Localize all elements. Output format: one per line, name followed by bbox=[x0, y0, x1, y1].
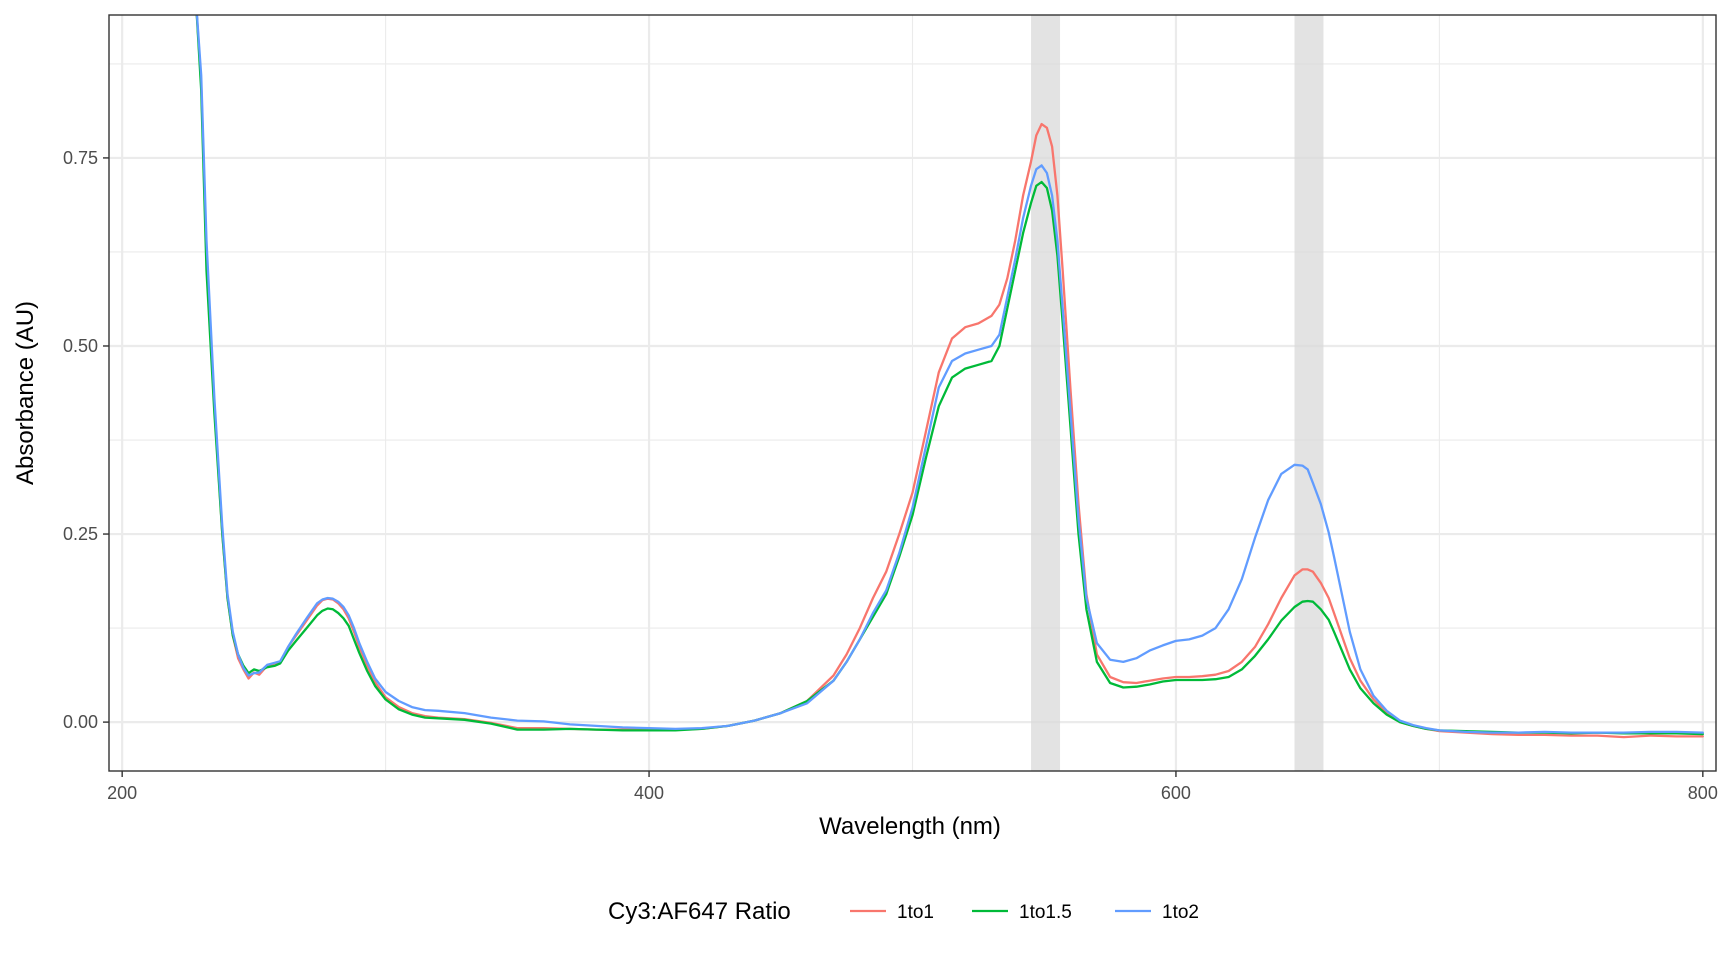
highlight-band bbox=[1031, 15, 1061, 771]
x-tick-label: 600 bbox=[1161, 783, 1191, 803]
y-axis-title: Absorbance (AU) bbox=[12, 301, 39, 485]
y-tick-label: 0.75 bbox=[63, 148, 98, 168]
legend-label-1to1.5: 1to1.5 bbox=[1019, 902, 1072, 923]
y-tick-label: 0.50 bbox=[63, 336, 98, 356]
y-tick-label: 0.00 bbox=[63, 712, 98, 732]
highlight-band bbox=[1294, 15, 1324, 771]
legend-title: Cy3:AF647 Ratio bbox=[608, 898, 791, 925]
legend-label-1to1: 1to1 bbox=[897, 902, 934, 923]
y-tick-label: 0.25 bbox=[63, 524, 98, 544]
series-line-1to1.5 bbox=[195, 15, 1704, 736]
x-axis: 200 400 600 800 bbox=[107, 771, 1718, 803]
series-line-1to2 bbox=[195, 15, 1704, 734]
x-tick-label: 400 bbox=[634, 783, 664, 803]
panel-border bbox=[108, 14, 1717, 772]
y-axis: 0.00 0.25 0.50 0.75 bbox=[63, 148, 109, 732]
x-axis-title: Wavelength (nm) bbox=[819, 813, 1001, 840]
legend-label-1to2: 1to2 bbox=[1162, 902, 1199, 923]
plot-area bbox=[108, 14, 1717, 772]
series-lines bbox=[195, 15, 1704, 739]
x-tick-label: 200 bbox=[107, 783, 137, 803]
x-tick-label: 800 bbox=[1688, 783, 1718, 803]
legend: Cy3:AF647 Ratio 1to1 1to1.5 1to2 bbox=[608, 898, 1199, 925]
